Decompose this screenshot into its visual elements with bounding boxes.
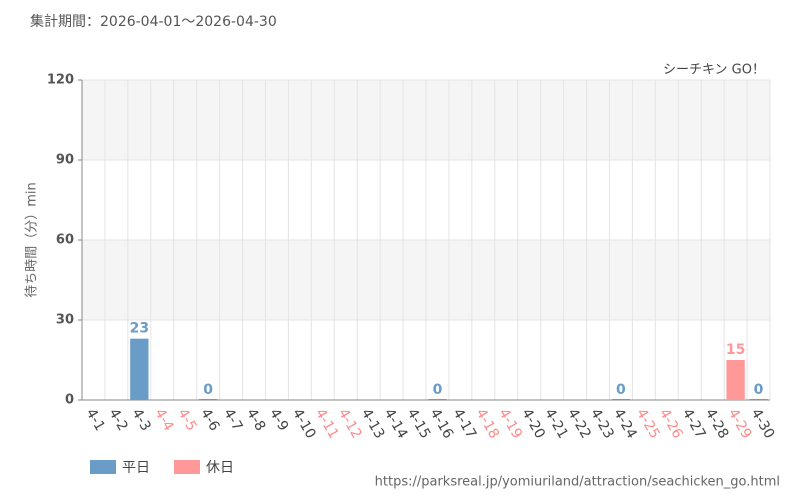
x-tick-label: 4-17 [449,406,479,442]
x-tick-label: 4-22 [564,406,594,442]
x-tick-label: 4-6 [197,406,222,434]
x-tick-label: 4-18 [472,406,502,442]
bar [749,399,768,400]
y-tick-label: 0 [65,393,74,408]
x-tick-label: 4-9 [266,406,291,434]
data-label: 0 [203,382,213,398]
x-tick-label: 4-16 [427,406,457,442]
x-tick-label: 4-13 [358,406,388,442]
x-tick-label: 4-4 [151,406,176,434]
x-tick-label: 4-26 [656,406,686,442]
data-label: 23 [130,321,149,337]
y-axis-label: 待ち時間（分）min [25,182,40,298]
x-tick-label: 4-21 [541,406,571,442]
chart-title: 集計期間：2026-04-01～2026-04-30 [30,13,277,30]
legend-label: 平日 [122,460,150,476]
x-tick-label: 4-25 [633,406,663,442]
x-tick-label: 4-12 [335,406,365,442]
x-tick-label: 4-1 [83,406,108,434]
x-tick-label: 4-7 [220,406,245,434]
legend-swatch [90,460,116,474]
subtitle: シーチキン GO！ [663,63,765,78]
data-label: 0 [433,382,443,398]
y-tick-label: 30 [56,313,74,328]
x-tick-label: 4-23 [587,406,617,442]
y-tick-label: 120 [47,73,74,88]
x-tick-label: 4-2 [105,406,130,434]
bar [198,399,218,400]
x-tick-label: 4-29 [725,406,755,442]
bar [428,399,447,400]
x-tick-label: 4-20 [518,406,548,442]
y-tick-label: 60 [56,233,74,248]
x-tick-label: 4-15 [404,406,434,442]
x-tick-label: 4-10 [289,406,319,442]
x-tick-label: 4-19 [495,406,525,442]
x-tick-label: 4-24 [610,406,640,442]
data-label: 0 [754,382,764,398]
bar [611,399,631,400]
x-tick-label: 4-11 [312,406,342,442]
x-tick-label: 4-8 [243,406,268,434]
x-tick-label: 4-30 [748,406,778,442]
bar [130,338,149,400]
data-label: 15 [726,342,745,358]
x-tick-label: 4-5 [174,406,199,434]
legend-label: 休日 [206,460,234,476]
legend-swatch [174,460,200,474]
bar [726,360,745,400]
x-tick-label: 4-14 [381,406,411,442]
source: https://parksreal.jp/yomiuriland/attract… [375,475,780,490]
data-label: 0 [616,382,626,398]
x-tick-label: 4-3 [128,406,153,434]
x-tick-label: 4-28 [702,406,732,442]
x-tick-label: 4-27 [679,406,709,442]
y-tick-label: 90 [56,153,74,168]
